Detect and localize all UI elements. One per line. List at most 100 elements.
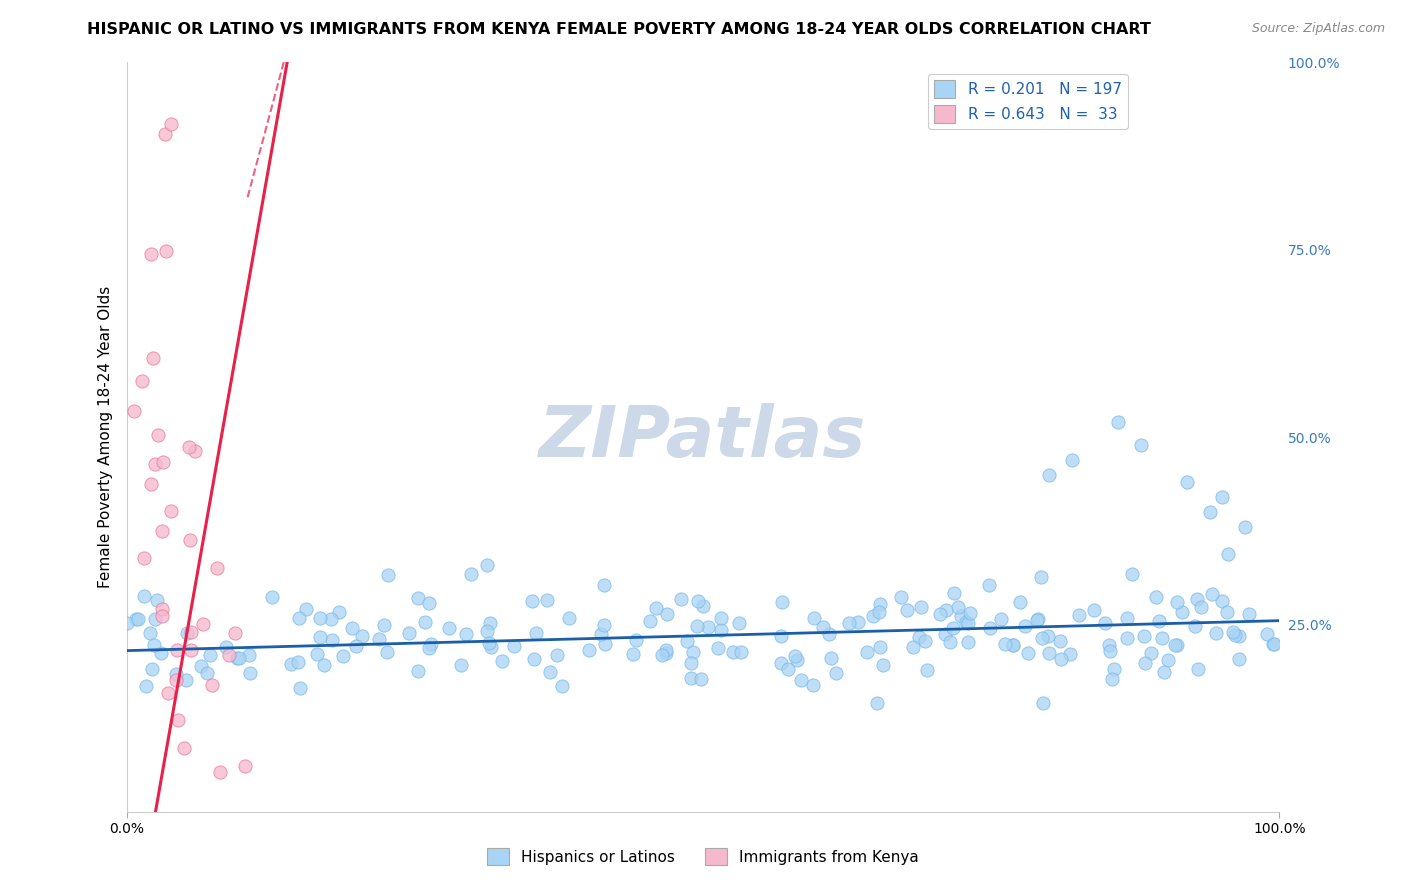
Point [454,627,477,641]
Point [1199,505,1222,519]
Point [710,610,733,624]
Point [139,247,162,261]
Point [287,655,309,669]
Point [692,599,714,614]
Point [226,651,249,665]
Point [166,643,188,657]
Point [686,594,709,608]
Point [142,351,165,365]
Point [655,642,678,657]
Point [1008,595,1031,609]
Point [173,740,195,755]
Point [1038,629,1060,643]
Point [1256,627,1278,641]
Point [134,551,156,566]
Point [165,666,187,681]
Point [1094,616,1116,631]
Point [1121,566,1143,581]
Point [228,651,250,665]
Point [406,591,429,605]
Point [1133,629,1156,643]
Point [638,614,661,628]
Point [150,602,173,616]
Point [288,681,311,695]
Point [479,615,502,630]
Point [1083,603,1105,617]
Point [406,664,429,678]
Point [479,640,502,654]
Point [896,603,918,617]
Point [1184,619,1206,633]
Point [1001,638,1024,652]
Point [675,634,697,648]
Point [935,603,957,617]
Point [872,657,894,672]
Point [803,611,825,625]
Point [955,615,977,630]
Point [1107,415,1129,429]
Point [190,658,212,673]
Legend: Hispanics or Latinos, Immigrants from Kenya: Hispanics or Latinos, Immigrants from Ke… [481,842,925,871]
Point [195,665,218,680]
Point [862,608,884,623]
Point [1049,652,1071,666]
Point [928,607,950,622]
Point [1201,587,1223,601]
Point [201,678,224,692]
Point [153,127,176,141]
Point [1147,614,1170,628]
Point [1049,634,1071,648]
Point [846,615,869,629]
Point [910,599,932,614]
Point [623,647,645,661]
Point [139,476,162,491]
Point [152,454,174,468]
Point [994,637,1017,651]
Point [1038,646,1060,660]
Point [280,657,302,671]
Point [309,630,332,644]
Point [1189,599,1212,614]
Point [1153,665,1175,679]
Point [193,616,215,631]
Point [956,635,979,649]
Point [593,618,616,632]
Point [990,611,1012,625]
Point [373,618,395,632]
Point [589,626,612,640]
Point [238,648,260,662]
Point [146,428,169,442]
Point [1222,625,1244,640]
Point [332,648,354,663]
Point [679,657,702,671]
Point [949,608,972,623]
Point [418,641,440,656]
Point [179,624,201,639]
Point [776,662,799,676]
Point [491,654,513,668]
Point [1102,662,1125,676]
Point [352,629,374,643]
Point [1001,638,1024,652]
Point [769,629,792,643]
Point [1060,452,1083,467]
Point [1263,637,1285,651]
Point [1017,646,1039,660]
Point [1261,637,1284,651]
Point [679,671,702,685]
Point [626,632,648,647]
Point [979,621,1001,635]
Point [690,672,713,686]
Point [342,621,364,635]
Point [176,625,198,640]
Point [939,635,962,649]
Point [811,620,834,634]
Point [224,625,246,640]
Point [1216,606,1239,620]
Point [179,533,201,547]
Point [321,633,343,648]
Point [1227,652,1250,666]
Point [523,652,546,666]
Point [869,640,891,654]
Point [1175,475,1198,489]
